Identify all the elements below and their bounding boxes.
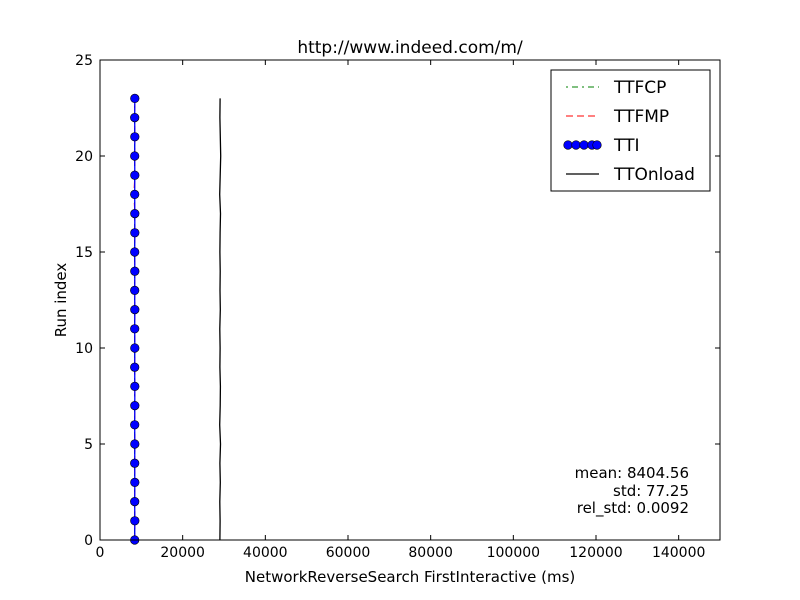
point-tti-21 xyxy=(130,132,140,142)
legend-marker-tti-4 xyxy=(592,140,602,150)
point-tti-19 xyxy=(130,170,140,180)
y-tick-label: 15 xyxy=(75,245,93,261)
stats-annotation: mean: 8404.56 std: 77.25 rel_std: 0.0092 xyxy=(575,464,689,518)
stats-std: std: 77.25 xyxy=(613,482,689,500)
legend-box xyxy=(550,69,711,192)
point-tti-18 xyxy=(130,189,140,199)
stats-mean: mean: 8404.56 xyxy=(575,464,689,482)
x-axis-label: NetworkReverseSearch FirstInteractive (m… xyxy=(245,568,576,586)
x-tick-label: 20000 xyxy=(160,545,205,561)
point-tti-14 xyxy=(130,266,140,276)
y-axis-label: Run index xyxy=(52,263,70,338)
legend: TTFCP TTFMP TTI TTOnload xyxy=(550,69,711,192)
y-tick-label: 5 xyxy=(84,437,93,453)
series-line-ttonload xyxy=(219,98,222,541)
point-tti-7 xyxy=(130,401,140,411)
point-tti-9 xyxy=(130,362,140,372)
y-tick-label: 0 xyxy=(84,533,93,549)
x-tick-label: 0 xyxy=(96,545,105,561)
point-tti-10 xyxy=(130,343,140,353)
point-tti-15 xyxy=(130,247,140,257)
point-tti-4 xyxy=(130,458,140,468)
point-tti-8 xyxy=(130,381,140,392)
plot-lines xyxy=(130,93,222,545)
x-tick-label: 40000 xyxy=(243,545,288,561)
y-tick-label: 10 xyxy=(75,341,93,357)
x-tick-label: 100000 xyxy=(487,545,540,561)
y-tick-label: 25 xyxy=(75,53,93,69)
point-tti-2 xyxy=(130,497,140,507)
stats-rel-std: rel_std: 0.0092 xyxy=(577,499,689,518)
y-tick-label: 20 xyxy=(75,149,93,165)
x-tick-label: 120000 xyxy=(569,545,622,561)
point-tti-11 xyxy=(130,324,140,334)
point-tti-16 xyxy=(130,228,140,238)
legend-label-tti: TTI xyxy=(613,136,639,156)
point-tti-13 xyxy=(130,285,140,296)
point-tti-22 xyxy=(130,112,140,123)
point-tti-6 xyxy=(130,420,140,430)
point-tti-12 xyxy=(130,305,140,315)
point-tti-5 xyxy=(130,439,140,449)
point-tti-20 xyxy=(130,151,140,161)
legend-marker-tti-0 xyxy=(563,140,573,150)
legend-marker-tti-2 xyxy=(579,140,589,150)
point-tti-3 xyxy=(130,477,140,488)
legend-label-ttfcp: TTFCP xyxy=(613,78,666,98)
plot-area-border xyxy=(99,59,721,541)
legend-label-ttonload: TTOnload xyxy=(613,165,695,185)
x-tick-label: 140000 xyxy=(652,545,705,561)
x-tick-label: 80000 xyxy=(408,545,453,561)
legend-label-ttfmp: TTFMP xyxy=(613,107,669,127)
point-tti-1 xyxy=(130,516,140,526)
axis-ticks: 0 20000 40000 60000 80000 100000 120000 140000 0… xyxy=(75,53,720,561)
chart-title: http://www.indeed.com/m/ xyxy=(297,38,523,58)
x-tick-label: 60000 xyxy=(326,545,371,561)
point-tti-17 xyxy=(130,209,140,219)
plot-frame xyxy=(99,59,721,541)
point-tti-23 xyxy=(130,93,140,103)
legend-marker-tti-1 xyxy=(571,140,581,150)
